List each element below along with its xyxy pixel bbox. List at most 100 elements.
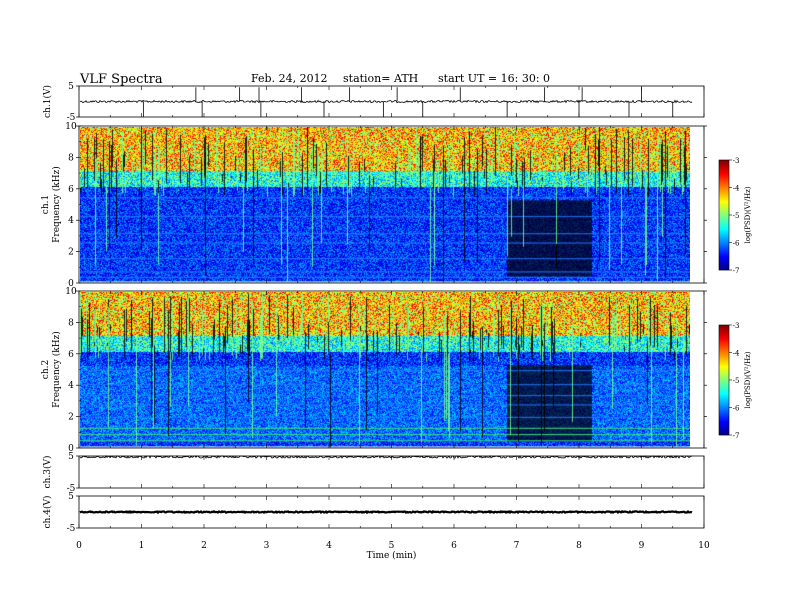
- colorbar-cell: [719, 257, 729, 259]
- colorbar-cell: [719, 378, 729, 380]
- colorbar-cell: [719, 267, 729, 269]
- colorbar-cell: [719, 194, 729, 196]
- colorbar-cell: [719, 238, 729, 240]
- colorbar-cell: [719, 166, 729, 168]
- colorbar-cell: [719, 200, 729, 202]
- colorbar-cell: [719, 421, 729, 423]
- colorbar-cell: [719, 170, 729, 172]
- colorbar-cell: [719, 346, 729, 348]
- colorbar-cell: [719, 432, 729, 434]
- colorbar-cell: [719, 406, 729, 408]
- colorbar-tick-label: -4: [733, 185, 740, 193]
- xtick-label: 0: [76, 541, 82, 551]
- colorbar-cell: [719, 414, 729, 416]
- colorbar-cell: [719, 201, 729, 203]
- ch4-waveform-ylabel: ch.4(V): [42, 496, 53, 529]
- colorbar-cell: [719, 181, 729, 183]
- ytick-label: 5: [68, 492, 74, 502]
- colorbar-cell: [719, 169, 729, 171]
- colorbar-cell: [719, 242, 729, 244]
- ytick-label: 10: [65, 122, 77, 132]
- colorbar-cell: [719, 368, 729, 370]
- xtick-label: 10: [698, 541, 710, 551]
- colorbar-cell: [719, 327, 729, 329]
- colorbar-cell: [719, 209, 729, 211]
- colorbar-cell: [719, 211, 729, 213]
- colorbar-cell: [719, 341, 729, 343]
- colorbar-cell: [719, 339, 729, 341]
- colorbar-cell: [719, 246, 729, 248]
- colorbar-cell: [719, 264, 729, 266]
- colorbar-cell: [719, 353, 729, 355]
- colorbar-cell: [719, 390, 729, 392]
- colorbar-cell: [719, 259, 729, 261]
- colorbar-cell: [719, 251, 729, 253]
- colorbar-cell: [719, 235, 729, 237]
- colorbar-cell: [719, 227, 729, 229]
- ylabel-frequency: Frequency (kHz): [51, 331, 62, 408]
- colorbar-cell: [719, 230, 729, 232]
- colorbar-cell: [719, 168, 729, 170]
- colorbar-cell: [719, 192, 729, 194]
- colorbar-cell: [719, 366, 729, 368]
- colorbar-cell: [719, 373, 729, 375]
- colorbar-cell: [719, 359, 729, 361]
- colorbar-cell: [719, 161, 729, 163]
- colorbar-cell: [719, 254, 729, 256]
- colorbar-cell: [719, 329, 729, 331]
- colorbar-cell: [719, 174, 729, 176]
- colorbar-tick-label: -4: [733, 350, 740, 358]
- colorbar-cell: [719, 375, 729, 377]
- ch1-waveform-ylabel: ch.1(V): [42, 85, 53, 118]
- colorbar-cell: [719, 382, 729, 384]
- colorbar-cell: [719, 407, 729, 409]
- colorbar-cell: [719, 391, 729, 393]
- colorbar-cell: [719, 223, 729, 225]
- colorbar-cell: [719, 241, 729, 243]
- colorbar-cell: [719, 347, 729, 349]
- ylabel-channel: ch.2: [41, 360, 51, 379]
- ytick-label: 8: [68, 318, 74, 328]
- colorbar-cell: [719, 215, 729, 217]
- colorbar-cell: [719, 239, 729, 241]
- colorbar-cell: [719, 351, 729, 353]
- colorbar-cell: [719, 336, 729, 338]
- ch3-waveform-ylabel: ch.3(V): [42, 456, 53, 489]
- colorbar-cell: [719, 226, 729, 228]
- colorbar-cell: [719, 225, 729, 227]
- colorbar-cell: [719, 360, 729, 362]
- colorbar-cell: [719, 186, 729, 188]
- colorbar-cell: [719, 394, 729, 396]
- colorbar-cell: [719, 348, 729, 350]
- ytick-label: 6: [68, 185, 74, 195]
- colorbar-cell: [719, 224, 729, 226]
- colorbar-cell: [719, 173, 729, 175]
- colorbar-cell: [719, 344, 729, 346]
- colorbar-cell: [719, 397, 729, 399]
- xtick-label: 3: [264, 541, 270, 551]
- colorbar-cell: [719, 216, 729, 218]
- station-label: station= ATH: [343, 72, 419, 85]
- colorbar-ch2: [718, 324, 732, 436]
- colorbar-cell: [719, 232, 729, 234]
- colorbar-cell: [719, 206, 729, 208]
- colorbar-cell: [719, 331, 729, 333]
- ytick-label: -5: [67, 113, 76, 123]
- colorbar-cell: [719, 420, 729, 422]
- colorbar-cell: [719, 218, 729, 220]
- colorbar-cell: [719, 196, 729, 198]
- ytick-label: 5: [68, 82, 74, 92]
- colorbar-cell: [719, 266, 729, 268]
- colorbar-tick-label: -7: [733, 432, 740, 440]
- colorbar-cell: [719, 385, 729, 387]
- colorbar-cell: [719, 252, 729, 254]
- colorbar-cell: [719, 398, 729, 400]
- colorbar-cell: [719, 171, 729, 173]
- colorbar-cell: [719, 237, 729, 239]
- colorbar-cell: [719, 425, 729, 427]
- colorbar-cell: [719, 355, 729, 357]
- colorbar-cell: [719, 379, 729, 381]
- colorbar-label: log(PSD)(V²/Hz): [744, 351, 752, 408]
- colorbar-cell: [719, 208, 729, 210]
- colorbar-cell: [719, 333, 729, 335]
